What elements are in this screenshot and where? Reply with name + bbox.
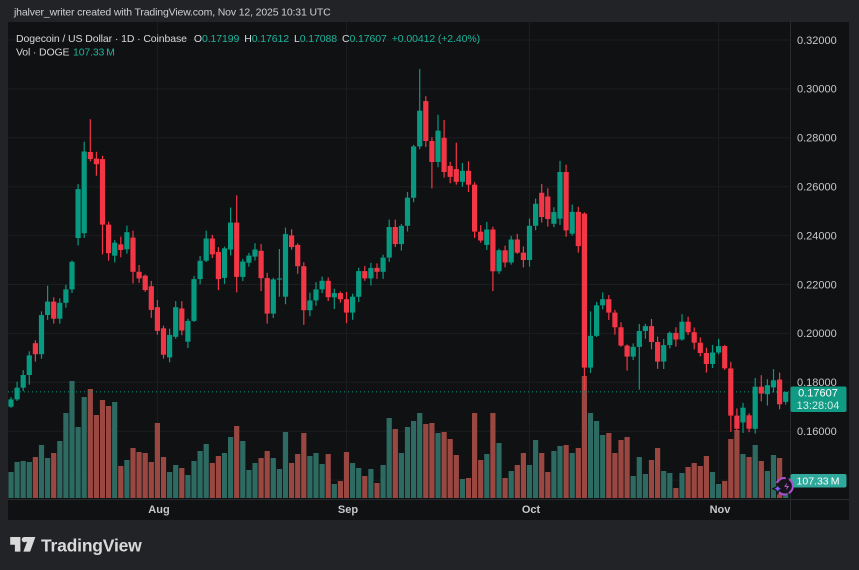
svg-text:0.24000: 0.24000 — [797, 230, 837, 242]
svg-text:107.33 M: 107.33 M — [797, 476, 840, 488]
svg-text:0.32000: 0.32000 — [797, 35, 837, 47]
svg-text:Aug: Aug — [148, 504, 169, 516]
svg-text:0.20000: 0.20000 — [797, 328, 837, 340]
svg-text:0.26000: 0.26000 — [797, 182, 837, 194]
svg-text:13:28:04: 13:28:04 — [797, 400, 840, 412]
svg-text:0.22000: 0.22000 — [797, 279, 837, 291]
svg-text:0.18000: 0.18000 — [797, 377, 837, 389]
svg-text:Sep: Sep — [338, 504, 358, 516]
svg-text:0.17607: 0.17607 — [798, 388, 838, 400]
svg-text:107.33 M: 107.33 M — [73, 47, 115, 59]
svg-text:0.30000: 0.30000 — [797, 84, 837, 96]
svg-text:0.28000: 0.28000 — [797, 133, 837, 145]
svg-text:jhalver_writer created with Tr: jhalver_writer created with TradingView.… — [13, 7, 331, 19]
svg-text:Oct: Oct — [522, 504, 541, 516]
svg-text:Dogecoin / US Dollar · 1D · Co: Dogecoin / US Dollar · 1D · Coinbase O0.1… — [16, 33, 480, 45]
svg-text:Vol · DOGE: Vol · DOGE — [16, 47, 69, 59]
svg-text:0.16000: 0.16000 — [797, 426, 837, 438]
svg-text:Nov: Nov — [710, 504, 732, 516]
svg-text:TradingView: TradingView — [41, 536, 142, 556]
